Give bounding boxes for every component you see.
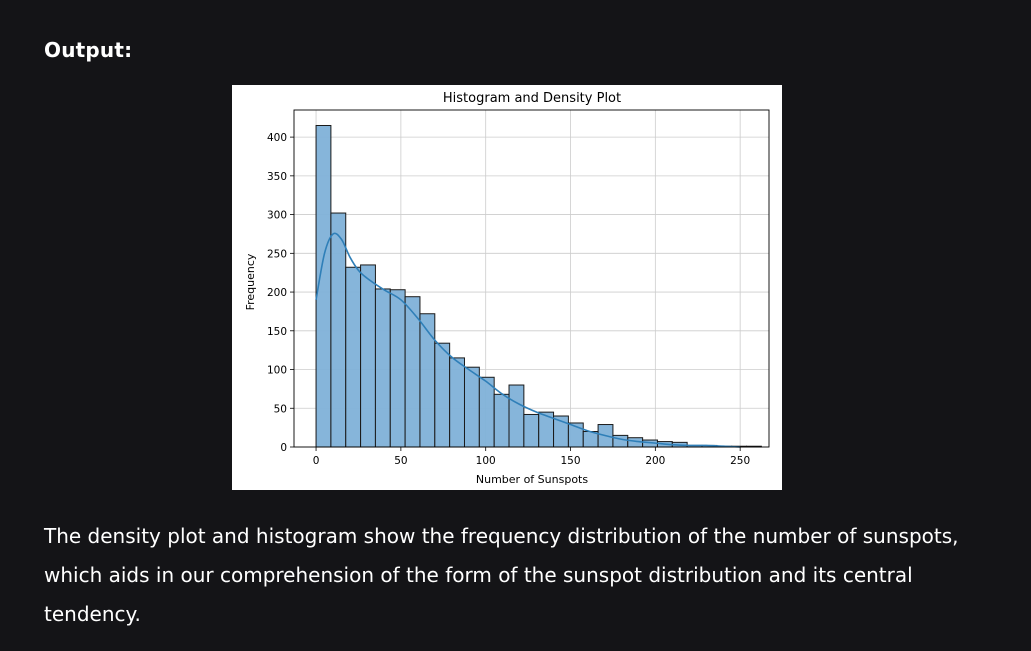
bars-layer [315,124,762,448]
histogram-bar [389,289,406,448]
histogram-bar [612,434,629,448]
y-tick-label: 150 [267,326,287,338]
chart-figure: 0 50 100 150 200 250 0 50 100 150 200 250 300 350 400… [232,85,782,490]
caption-paragraph: The density plot and histogram show the … [44,524,959,626]
histogram-bar [330,212,347,448]
output-heading: Output: [44,38,133,62]
histogram-bar [360,264,376,448]
y-tick-label: 100 [267,365,287,377]
x-ticks: 0 50 100 150 200 250 [313,447,750,467]
y-tick-label: 50 [274,403,287,415]
y-tick-label: 300 [267,210,287,222]
y-tick-label: 400 [267,132,287,144]
x-axis-label: Number of Sunspots [476,473,588,486]
histogram-bar [434,342,451,448]
chart-title: Histogram and Density Plot [443,91,621,106]
x-tick-label: 0 [313,455,320,467]
histogram-bar [463,366,480,448]
y-axis-label: Frequency [244,253,257,310]
density-curve [315,232,741,448]
histogram-density-chart: 0 50 100 150 200 250 0 50 100 150 200 250 300 350 400… [244,91,770,486]
histogram-bar [345,266,362,448]
histogram-bar [419,313,436,448]
y-tick-label: 350 [267,171,287,183]
histogram-bar [493,393,510,448]
histogram-bar [449,357,465,448]
x-tick-label: 200 [645,455,665,467]
y-tick-label: 200 [267,287,287,299]
histogram-bar [523,413,540,448]
y-ticks: 0 50 100 150 200 250 300 350 400 [267,132,294,454]
x-tick-label: 50 [394,455,407,467]
y-tick-label: 0 [280,442,287,454]
x-tick-label: 150 [560,455,580,467]
x-tick-label: 100 [476,455,496,467]
histogram-bar [478,376,495,448]
y-tick-label: 250 [267,248,287,260]
histogram-bar [508,384,525,448]
x-tick-label: 250 [730,455,750,467]
histogram-bar [374,288,391,448]
plot-frame [293,109,770,448]
